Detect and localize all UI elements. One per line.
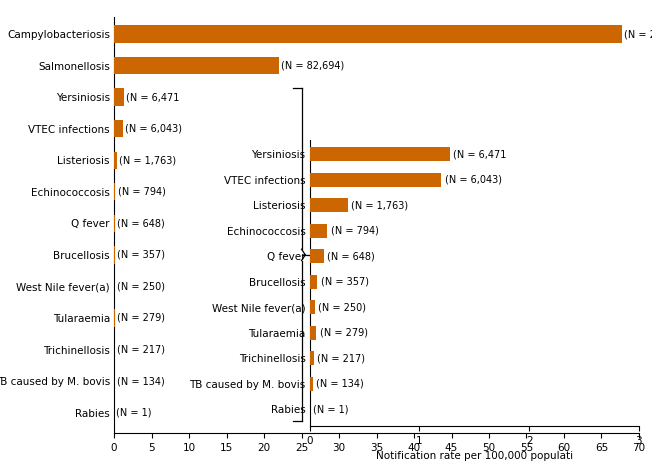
Text: (N = 1): (N = 1) <box>313 405 349 415</box>
Bar <box>114 215 115 232</box>
Bar <box>114 151 117 169</box>
Bar <box>114 89 124 106</box>
Bar <box>310 148 450 161</box>
Text: (N = 279): (N = 279) <box>319 328 368 338</box>
Text: (N = 6,471: (N = 6,471 <box>454 149 507 159</box>
X-axis label: Notification rate per 100,000 populati: Notification rate per 100,000 populati <box>376 451 573 461</box>
Text: (N = 648): (N = 648) <box>327 251 375 261</box>
Text: (N = 6,471: (N = 6,471 <box>126 92 179 102</box>
Bar <box>310 326 316 340</box>
Text: (N = 6,043): (N = 6,043) <box>125 124 183 134</box>
Bar <box>310 173 441 187</box>
Text: (N = 794): (N = 794) <box>331 226 378 236</box>
Bar <box>310 300 315 315</box>
Text: (N = 217): (N = 217) <box>117 345 165 355</box>
Text: (N = 357): (N = 357) <box>321 277 368 287</box>
Bar <box>310 275 318 289</box>
Text: (N = 1,763): (N = 1,763) <box>119 155 176 165</box>
Text: (N = 134): (N = 134) <box>316 379 364 389</box>
Bar <box>310 249 324 263</box>
Text: (N = 134): (N = 134) <box>117 376 164 386</box>
Bar <box>114 25 622 43</box>
Bar <box>114 120 123 138</box>
Text: (N = 82,694): (N = 82,694) <box>281 60 344 70</box>
Bar <box>310 377 313 391</box>
Text: (N = 794): (N = 794) <box>117 187 166 197</box>
Text: (N = 1,763): (N = 1,763) <box>351 200 409 210</box>
Bar <box>310 224 327 238</box>
Text: (N = 250): (N = 250) <box>117 281 165 291</box>
Text: (N = 217): (N = 217) <box>318 354 365 364</box>
Bar <box>310 351 314 366</box>
Text: (N = 648): (N = 648) <box>117 218 165 228</box>
Text: (N = 250): (N = 250) <box>318 302 366 312</box>
Bar <box>114 183 115 200</box>
Text: (N = 214,779): (N = 214,779) <box>624 29 652 39</box>
Text: (N = 1): (N = 1) <box>116 407 152 417</box>
Bar <box>310 198 348 212</box>
Text: (N = 279): (N = 279) <box>117 313 165 323</box>
Text: (N = 6,043): (N = 6,043) <box>445 175 501 185</box>
Bar <box>114 57 279 74</box>
Text: (N = 357): (N = 357) <box>117 250 165 260</box>
